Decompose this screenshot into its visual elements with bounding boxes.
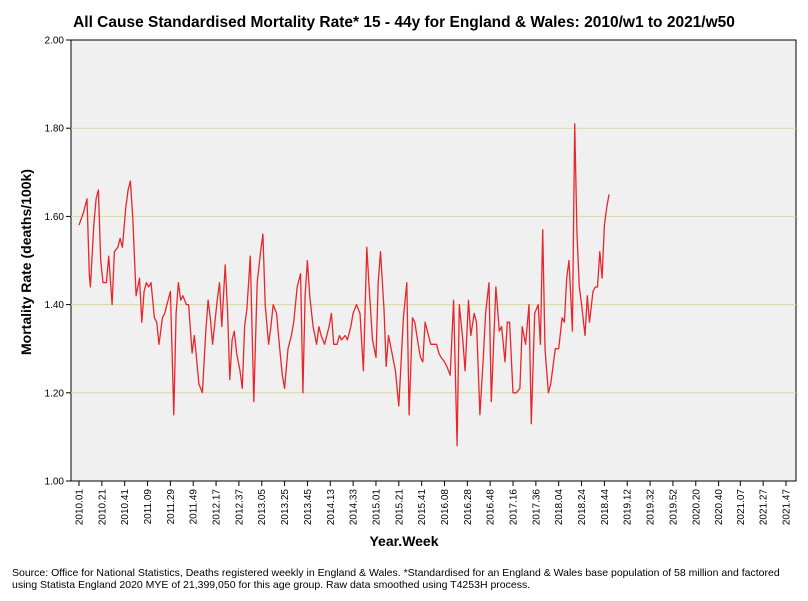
plot-area bbox=[70, 39, 797, 482]
x-tick-label: 2013.05 bbox=[257, 489, 268, 526]
x-tick-label: 2016.48 bbox=[486, 489, 497, 526]
x-tick-label: 2017.16 bbox=[509, 489, 520, 526]
x-tick-label: 2015.01 bbox=[371, 489, 382, 526]
x-tick-label: 2016.28 bbox=[463, 489, 474, 526]
x-tick-label: 2019.52 bbox=[668, 489, 679, 526]
x-tick-label: 2018.44 bbox=[600, 489, 611, 526]
y-tick-label: 2.00 bbox=[45, 36, 65, 47]
x-tick-label: 2010.21 bbox=[97, 489, 108, 526]
x-tick-label: 2017.36 bbox=[531, 489, 542, 526]
y-tick-label: 1.80 bbox=[45, 124, 65, 135]
x-axis-title: Year.Week bbox=[369, 533, 439, 549]
x-tick-label: 2013.45 bbox=[303, 489, 314, 526]
x-tick-label: 2012.37 bbox=[234, 489, 245, 526]
x-tick-label: 2018.04 bbox=[554, 489, 565, 526]
x-tick-label: 2011.29 bbox=[166, 489, 177, 525]
source-note: Source: Office for National Statistics, … bbox=[12, 567, 780, 591]
x-tick-label: 2011.49 bbox=[189, 489, 200, 525]
x-tick-label: 2020.20 bbox=[691, 489, 702, 526]
x-tick-label: 2014.13 bbox=[326, 489, 337, 526]
x-tick-label: 2014.33 bbox=[349, 489, 360, 526]
y-tick-label: 1.60 bbox=[45, 212, 65, 223]
x-tick-label: 2015.21 bbox=[394, 489, 405, 526]
y-tick-label: 1.20 bbox=[45, 388, 65, 399]
x-tick-label: 2015.41 bbox=[417, 489, 428, 526]
y-tick-label: 1.00 bbox=[45, 477, 65, 488]
y-axis-title: Mortality Rate (deaths/100k) bbox=[18, 169, 34, 355]
x-tick-label: 2021.07 bbox=[736, 489, 747, 526]
chart-title: All Cause Standardised Mortality Rate* 1… bbox=[73, 14, 735, 31]
mortality-rate-line bbox=[78, 123, 610, 447]
y-tick-label: 1.40 bbox=[45, 300, 65, 311]
x-tick-label: 2010.41 bbox=[120, 489, 131, 526]
x-tick-label: 2016.08 bbox=[440, 489, 451, 526]
x-tick-label: 2019.12 bbox=[623, 489, 634, 526]
x-tick-label: 2020.40 bbox=[714, 489, 725, 526]
x-tick-label: 2019.32 bbox=[646, 489, 657, 526]
x-tick-label: 2011.09 bbox=[143, 489, 154, 525]
x-tick-label: 2021.47 bbox=[782, 489, 793, 526]
x-tick-label: 2013.25 bbox=[280, 489, 291, 526]
x-tick-label: 2018.24 bbox=[577, 489, 588, 526]
x-tick-label: 2012.17 bbox=[212, 489, 223, 526]
x-tick-label: 2021.27 bbox=[759, 489, 770, 526]
x-tick-label: 2010.01 bbox=[75, 489, 86, 526]
